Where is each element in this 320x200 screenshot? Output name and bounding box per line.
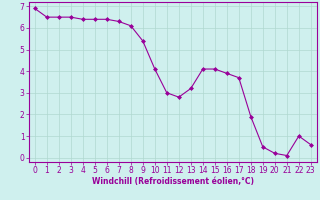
X-axis label: Windchill (Refroidissement éolien,°C): Windchill (Refroidissement éolien,°C) xyxy=(92,177,254,186)
